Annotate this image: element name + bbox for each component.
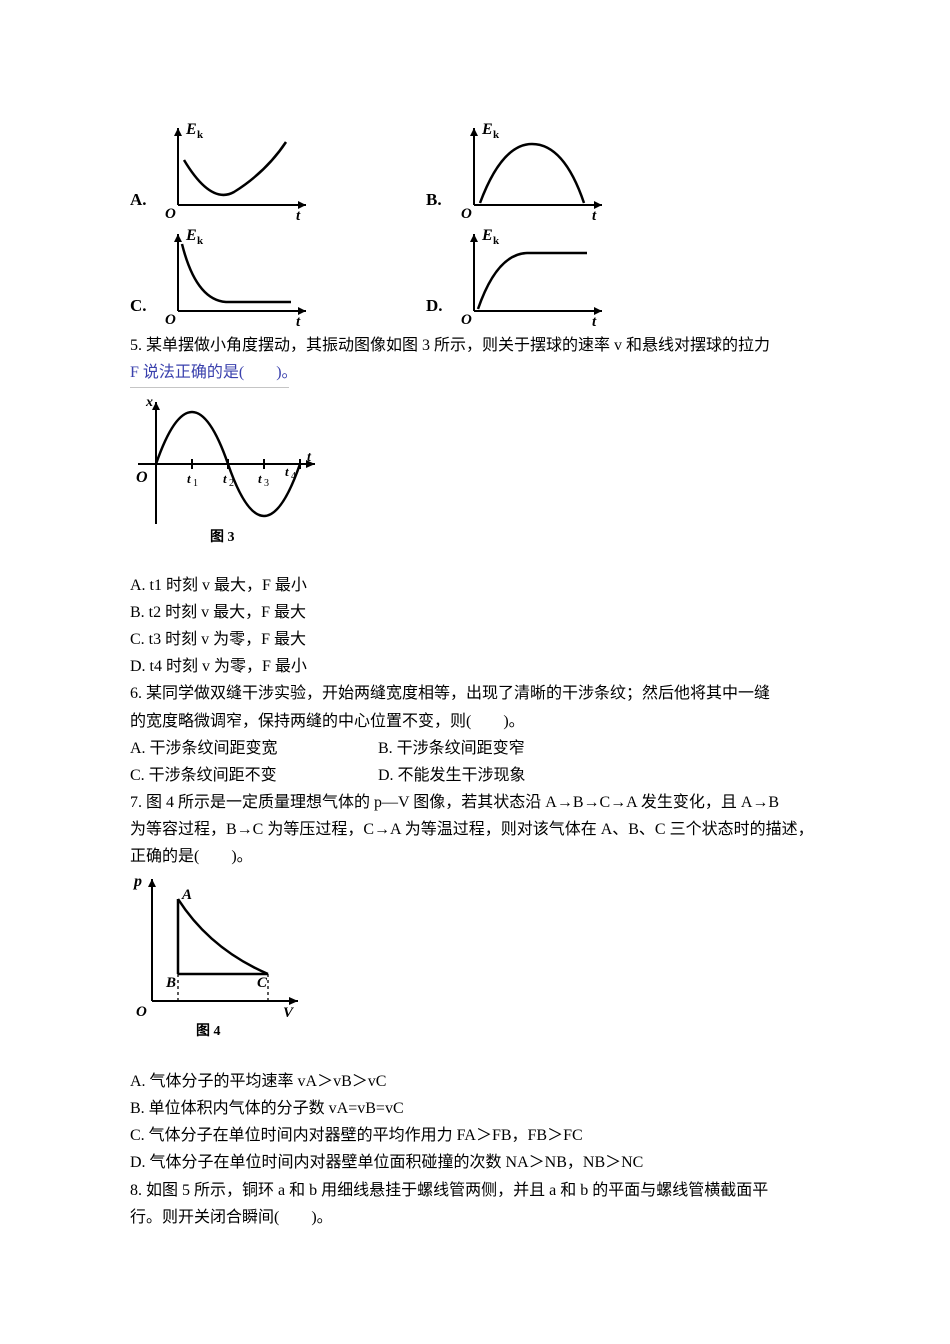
q7-option-d: D. 气体分子在单位时间内对器壁单位面积碰撞的次数 NA＞NB，NB＞NC	[130, 1149, 820, 1176]
q4-label-a: A.	[130, 186, 156, 220]
q5-stem-line2: F 说法正确的是( )。	[130, 359, 820, 386]
q8-stem-line2: 行。则开关闭合瞬间( )。	[130, 1204, 820, 1231]
q4-figure-c: C. E k O t	[130, 226, 316, 326]
svg-text:p: p	[132, 873, 142, 890]
pendulum-graph: x t O t1 t2 t3 t4 图 3	[130, 394, 325, 544]
svg-text:t: t	[296, 314, 301, 326]
svg-text:2: 2	[229, 478, 234, 489]
svg-text:t: t	[187, 471, 191, 486]
q5-option-c: C. t3 时刻 v 为零，F 最大	[130, 626, 820, 653]
svg-text:O: O	[461, 206, 472, 220]
svg-text:图 4: 图 4	[196, 1023, 221, 1039]
ek-graph-d: E k O t	[452, 226, 612, 326]
q4-figure-b: B. E k O t	[426, 120, 612, 220]
q7-option-a: A. 气体分子的平均速率 vA＞vB＞vC	[130, 1068, 820, 1095]
q7-option-c: C. 气体分子在单位时间内对器壁的平均作用力 FA＞FB，FB＞FC	[130, 1122, 820, 1149]
svg-text:1: 1	[193, 478, 198, 489]
svg-text:E: E	[185, 121, 197, 138]
svg-text:3: 3	[264, 478, 269, 489]
q5-option-a: A. t1 时刻 v 最大，F 最小	[130, 572, 820, 599]
q6-option-c: C. 干涉条纹间距不变	[130, 762, 378, 789]
q6-option-d: D. 不能发生干涉现象	[378, 762, 526, 789]
svg-text:k: k	[493, 235, 500, 247]
svg-text:O: O	[136, 469, 148, 486]
q8-stem-line1: 8. 如图 5 所示，铜环 a 和 b 用细线悬挂于螺线管两侧，并且 a 和 b…	[130, 1177, 820, 1204]
q5-option-d: D. t4 时刻 v 为零，F 最小	[130, 653, 820, 680]
q6-stem-line1: 6. 某同学做双缝干涉实验，开始两缝宽度相等，出现了清晰的干涉条纹；然后他将其中…	[130, 680, 820, 707]
svg-text:t: t	[258, 471, 262, 486]
divider	[130, 387, 289, 388]
q7-stem-line1: 7. 图 4 所示是一定质量理想气体的 p—V 图像，若其状态沿 A→B→C→A…	[130, 789, 820, 816]
svg-text:O: O	[461, 312, 472, 326]
svg-text:t: t	[285, 464, 289, 479]
q4-label-d: D.	[426, 292, 452, 326]
svg-text:k: k	[197, 129, 204, 141]
svg-text:4: 4	[291, 471, 296, 482]
q4-label-c: C.	[130, 292, 156, 326]
svg-text:B: B	[165, 975, 176, 991]
svg-text:O: O	[165, 206, 176, 220]
q6-stem-line2: 的宽度略微调窄，保持两缝的中心位置不变，则( )。	[130, 708, 820, 735]
svg-text:k: k	[197, 235, 204, 247]
pv-diagram: p V O A B C 图 4	[130, 871, 310, 1041]
q7-stem-line2: 为等容过程，B→C 为等压过程，C→A 为等温过程，则对该气体在 A、B、C 三…	[130, 816, 820, 843]
svg-text:C: C	[257, 975, 268, 991]
ek-graph-c: E k O t	[156, 226, 316, 326]
ek-graph-a: E k O t	[156, 120, 316, 220]
ek-graph-b: E k O t	[452, 120, 612, 220]
q6-option-b: B. 干涉条纹间距变窄	[378, 735, 525, 762]
svg-text:t: t	[223, 471, 227, 486]
q7-option-b: B. 单位体积内气体的分子数 vA=vB=vC	[130, 1095, 820, 1122]
svg-text:O: O	[165, 312, 176, 326]
svg-text:k: k	[493, 129, 500, 141]
q4-figure-a: A. E k O t	[130, 120, 316, 220]
q5-stem-line1: 5. 某单摆做小角度摆动，其振动图像如图 3 所示，则关于摆球的速率 v 和悬线…	[130, 332, 820, 359]
q5-figure: x t O t1 t2 t3 t4 图 3	[130, 394, 820, 544]
q4-label-b: B.	[426, 186, 452, 220]
q5-option-b: B. t2 时刻 v 最大，F 最大	[130, 599, 820, 626]
q4-figure-grid: A. E k O t B.	[130, 120, 820, 326]
svg-text:t: t	[296, 208, 301, 220]
svg-text:t: t	[592, 314, 597, 326]
q7-stem-line3: 正确的是( )。	[130, 843, 820, 870]
svg-text:E: E	[481, 227, 493, 244]
q6-option-a: A. 干涉条纹间距变宽	[130, 735, 378, 762]
svg-text:x: x	[145, 395, 153, 410]
svg-text:V: V	[283, 1005, 295, 1021]
svg-text:E: E	[185, 227, 197, 244]
svg-text:E: E	[481, 121, 493, 138]
svg-text:A: A	[181, 887, 192, 903]
svg-text:图 3: 图 3	[210, 529, 235, 544]
q7-figure: p V O A B C 图 4	[130, 871, 820, 1041]
q4-figure-d: D. E k O t	[426, 226, 612, 326]
svg-text:O: O	[136, 1004, 147, 1020]
svg-text:t: t	[592, 208, 597, 220]
